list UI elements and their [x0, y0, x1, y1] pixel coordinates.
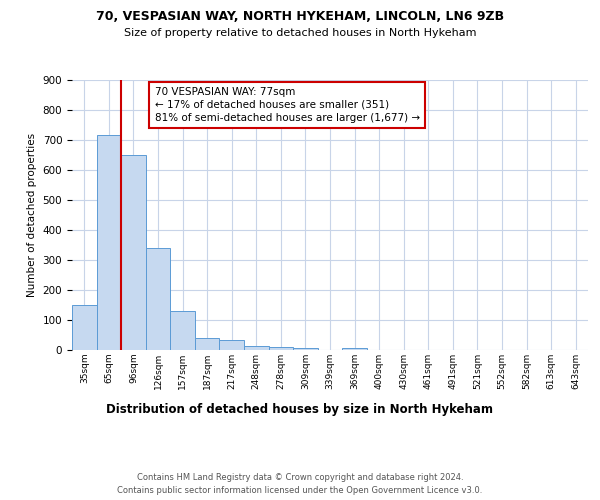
Bar [244, 346, 269, 350]
Bar [121, 155, 146, 350]
Bar [342, 348, 367, 350]
Bar [195, 338, 220, 350]
Text: 70 VESPASIAN WAY: 77sqm
← 17% of detached houses are smaller (351)
81% of semi-d: 70 VESPASIAN WAY: 77sqm ← 17% of detache… [155, 86, 419, 123]
Text: 70, VESPASIAN WAY, NORTH HYKEHAM, LINCOLN, LN6 9ZB: 70, VESPASIAN WAY, NORTH HYKEHAM, LINCOL… [96, 10, 504, 23]
Bar [269, 347, 293, 350]
Bar [170, 311, 195, 350]
Bar [220, 340, 244, 350]
Text: Size of property relative to detached houses in North Hykeham: Size of property relative to detached ho… [124, 28, 476, 38]
Text: Contains HM Land Registry data © Crown copyright and database right 2024.
Contai: Contains HM Land Registry data © Crown c… [118, 474, 482, 495]
Text: Distribution of detached houses by size in North Hykeham: Distribution of detached houses by size … [107, 402, 493, 415]
Bar [97, 136, 121, 350]
Bar [293, 348, 318, 350]
Bar [146, 248, 170, 350]
Y-axis label: Number of detached properties: Number of detached properties [27, 133, 37, 297]
Bar [72, 305, 97, 350]
